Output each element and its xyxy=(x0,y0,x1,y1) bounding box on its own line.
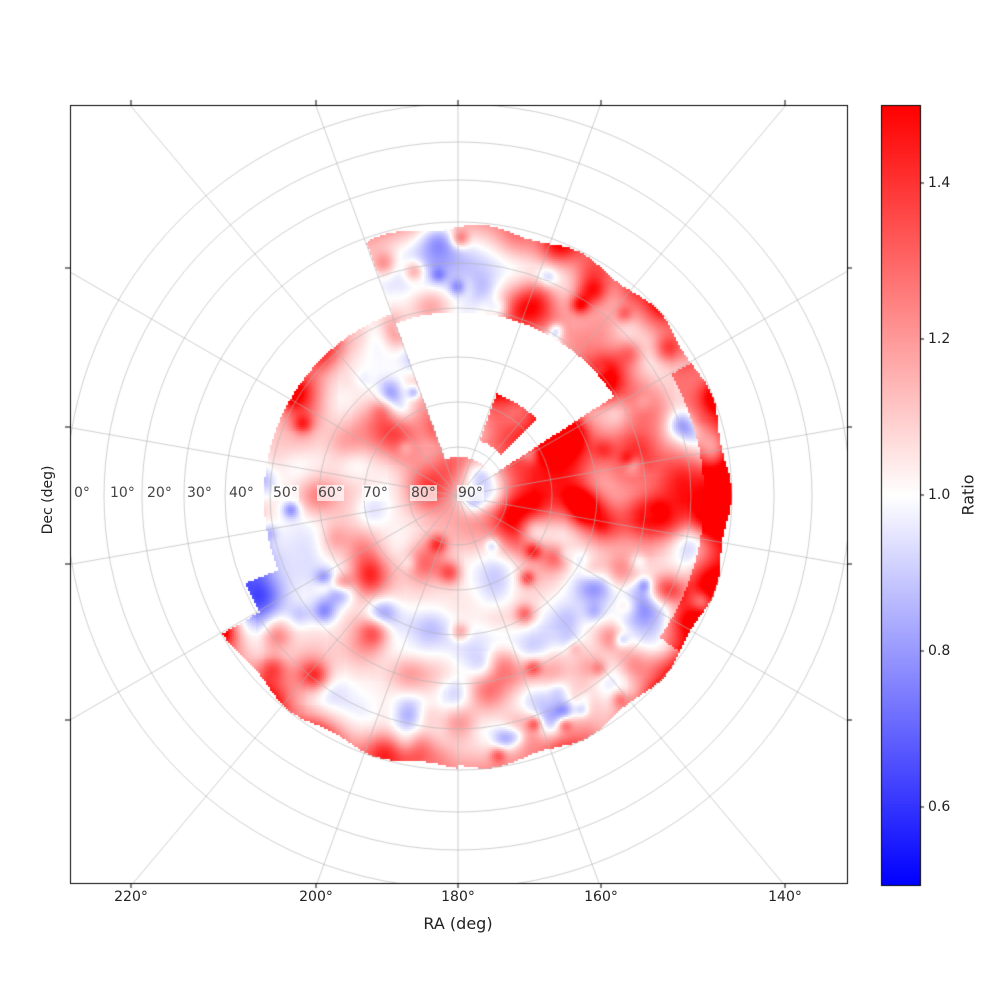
dec-tick-label: 0° xyxy=(73,485,91,501)
dec-tick-label: 30° xyxy=(186,485,213,501)
colorbar-tick-label: 1.4 xyxy=(928,175,951,191)
dec-tick-label: 70° xyxy=(362,485,389,501)
dec-tick-label: 10° xyxy=(109,485,136,501)
dec-tick-label: 60° xyxy=(317,485,344,501)
ra-tick-label: 140° xyxy=(768,889,802,905)
colorbar-tick-label: 1.0 xyxy=(928,487,951,503)
y-axis-label: Dec (deg) xyxy=(40,465,56,535)
dec-tick-label: 90° xyxy=(457,485,484,501)
ra-tick-label: 180° xyxy=(441,889,475,905)
colorbar-tick-label: 0.6 xyxy=(928,799,951,815)
colorbar-label: Ratio xyxy=(958,474,978,516)
dec-tick-label: 50° xyxy=(272,485,299,501)
ra-tick-label: 220° xyxy=(114,889,148,905)
dec-tick-label: 80° xyxy=(410,485,437,501)
dec-tick-label: 40° xyxy=(228,485,255,501)
x-axis-label: RA (deg) xyxy=(423,914,493,933)
colorbar-tick-label: 0.8 xyxy=(928,643,951,659)
colorbar-tick-label: 1.2 xyxy=(928,331,951,347)
ra-tick-label: 160° xyxy=(584,889,618,905)
dec-tick-label: 20° xyxy=(146,485,173,501)
ra-tick-label: 200° xyxy=(299,889,333,905)
